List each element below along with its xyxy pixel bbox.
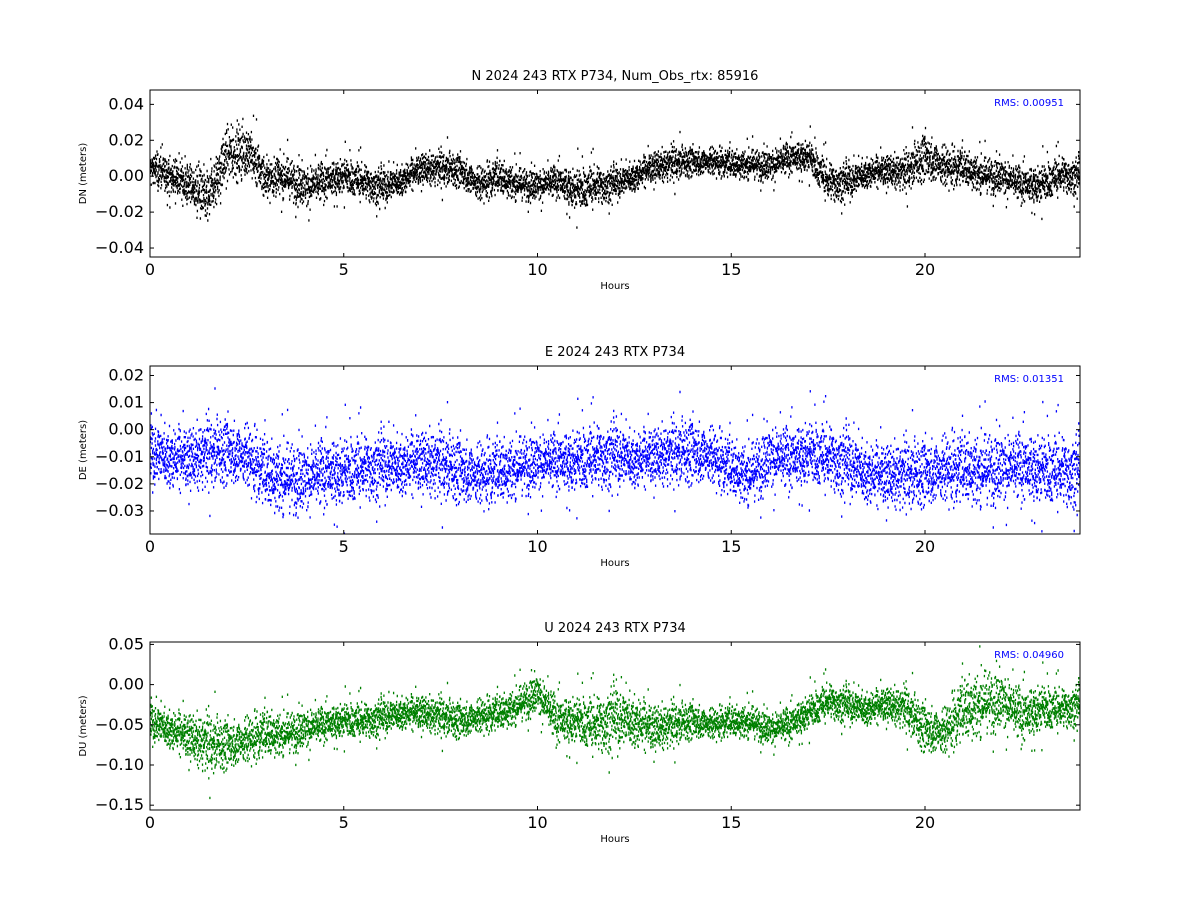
y-tick-label: 0.04 — [108, 94, 144, 113]
axes-frame — [149, 89, 1081, 258]
data-points — [150, 642, 1080, 800]
x-tick-label: 0 — [145, 260, 155, 279]
scatter-series-N — [150, 114, 1080, 229]
x-tick-label: 0 — [145, 537, 155, 556]
y-tick-label: −0.10 — [95, 755, 144, 774]
rms-annotation: RMS: 0.01351 — [994, 374, 1064, 385]
scatter-series-E — [150, 387, 1080, 534]
x-tick-label: 0 — [145, 813, 155, 832]
x-tick-label: 15 — [721, 260, 741, 279]
rms-annotation: RMS: 0.00951 — [994, 98, 1064, 109]
y-axis-label: DU (meters) — [78, 695, 89, 756]
axes-frame — [149, 641, 1081, 811]
panel-title: E 2024 243 RTX P734 — [545, 345, 685, 360]
y-tick-label: 0.00 — [108, 675, 144, 694]
y-tick-label: 0.00 — [108, 166, 144, 185]
y-tick-label: −0.01 — [95, 447, 144, 466]
x-tick-label: 15 — [721, 813, 741, 832]
panel-E: E 2024 243 RTX P734 0 5 10 15 20 −0.03 −0.02 −0.… — [78, 345, 1081, 569]
x-tick-label: 5 — [339, 537, 349, 556]
x-tick-label: 15 — [721, 537, 741, 556]
x-axis-label: Hours — [600, 558, 629, 569]
x-tick-label: 10 — [527, 813, 547, 832]
x-tick-label: 5 — [339, 813, 349, 832]
y-tick-label: 0.02 — [108, 130, 144, 149]
y-tick-label: −0.02 — [95, 474, 144, 493]
x-tick-label: 20 — [915, 813, 935, 832]
y-axis-label: DE (meters) — [78, 420, 89, 480]
axes-frame — [149, 365, 1081, 535]
data-points — [150, 114, 1080, 229]
x-axis-label: Hours — [600, 281, 629, 292]
scatter-series-U — [150, 642, 1080, 800]
panel-N: N 2024 243 RTX P734, Num_Obs_rtx: 85916 0… — [78, 69, 1081, 292]
y-tick-label: 0.02 — [108, 365, 144, 384]
x-axis-label: Hours — [600, 834, 629, 845]
y-tick-label: 0.01 — [108, 393, 144, 412]
x-tick-label: 20 — [915, 537, 935, 556]
x-tick-label: 5 — [339, 260, 349, 279]
x-tick-label: 10 — [527, 537, 547, 556]
panel-U: U 2024 243 RTX P734 0 5 10 15 20 −0.15 −0.10 −0.… — [78, 621, 1081, 845]
x-tick-label: 10 — [527, 260, 547, 279]
data-points — [150, 387, 1080, 534]
y-tick-label: 0.00 — [108, 420, 144, 439]
y-tick-label: −0.04 — [95, 238, 144, 257]
panel-title: N 2024 243 RTX P734, Num_Obs_rtx: 85916 — [472, 69, 759, 84]
y-tick-label: −0.15 — [95, 795, 144, 814]
y-tick-label: −0.03 — [95, 501, 144, 520]
y-tick-label: −0.05 — [95, 715, 144, 734]
y-tick-label: −0.02 — [95, 202, 144, 221]
y-tick-label: 0.05 — [108, 634, 144, 653]
y-axis-label: DN (meters) — [78, 143, 89, 205]
panel-title: U 2024 243 RTX P734 — [544, 621, 686, 636]
rms-annotation: RMS: 0.04960 — [994, 650, 1064, 661]
x-tick-label: 20 — [915, 260, 935, 279]
